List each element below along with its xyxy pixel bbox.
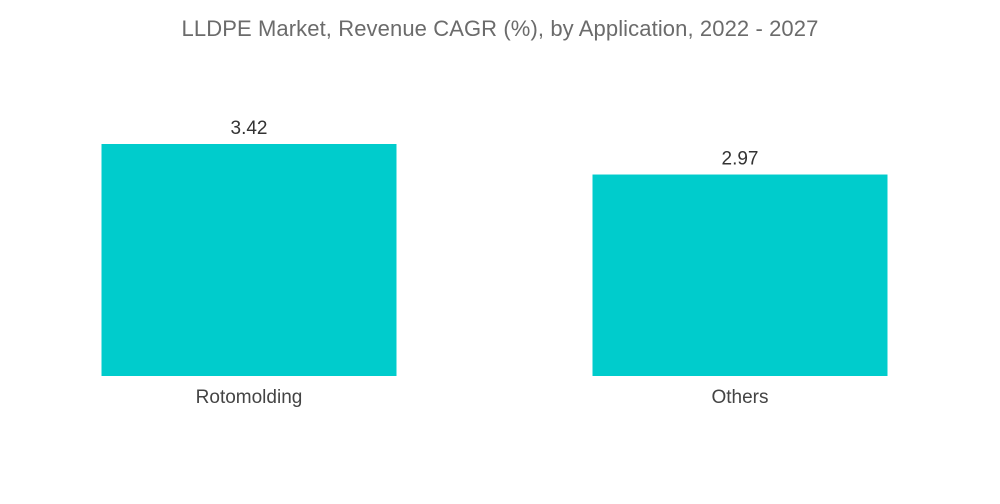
chart-title: LLDPE Market, Revenue CAGR (%), by Appli… xyxy=(181,16,819,41)
bar-rotomolding xyxy=(101,144,397,376)
category-label-rotomolding: Rotomolding xyxy=(196,387,303,408)
value-label-rotomolding: 3.42 xyxy=(231,118,268,139)
category-label-others: Others xyxy=(711,387,768,408)
bar-others xyxy=(592,174,888,376)
category-labels-group: Rotomolding Others xyxy=(196,387,769,408)
bars-group xyxy=(101,144,888,376)
value-label-others: 2.97 xyxy=(722,149,759,170)
value-labels-group: 3.42 2.97 xyxy=(231,118,759,170)
